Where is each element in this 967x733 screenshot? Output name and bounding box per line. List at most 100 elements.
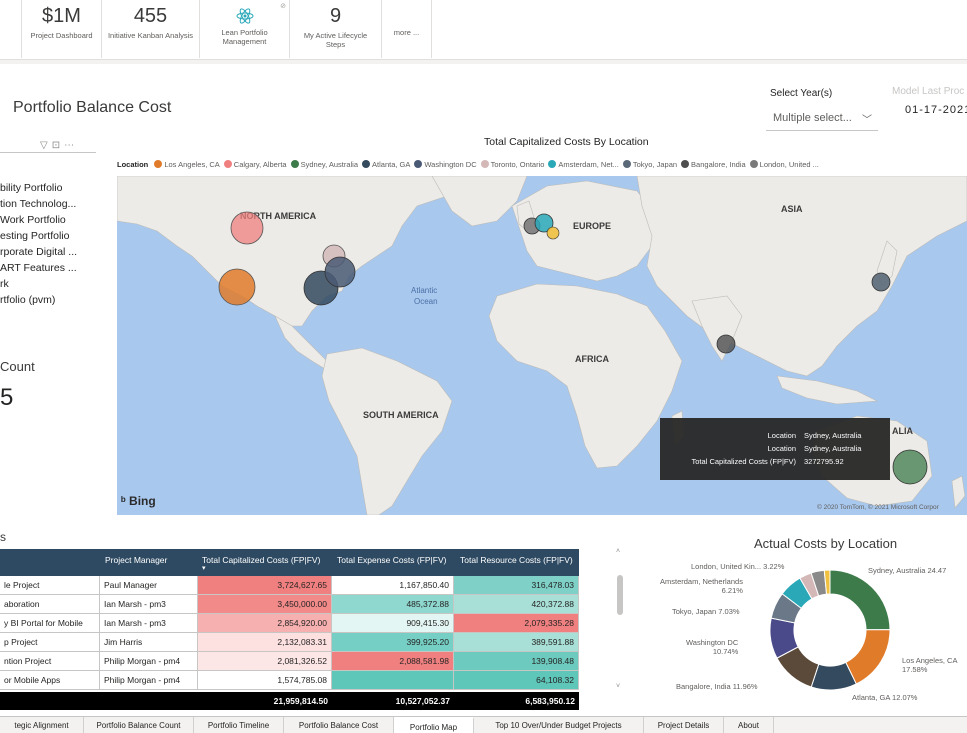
total-expense: 10,527,052.37 <box>395 696 450 706</box>
bubble-los-angeles[interactable] <box>218 268 256 306</box>
slicer-divider <box>0 152 96 153</box>
table-row[interactable]: y BI Portal for Mobile Ian Marsh - pm3 2,8… <box>0 614 579 633</box>
table-row[interactable]: aboration Ian Marsh - pm3 3,450,000.00 485,… <box>0 595 579 614</box>
legend-dot-icon <box>548 160 557 168</box>
tab-portfolio-balance-count[interactable]: Portfolio Balance Count <box>84 717 194 733</box>
tooltip-key: Total Capitalized Costs (FP|FV) <box>691 457 796 466</box>
tab-portfolio-balance-cost[interactable]: Portfolio Balance Cost <box>284 717 394 733</box>
header-expense-costs[interactable]: Total Expense Costs (FP|FV) <box>337 555 447 565</box>
table-row[interactable]: or Mobile Apps Philip Morgan - pm4 1,574,7… <box>0 671 579 690</box>
tab-about[interactable]: About <box>724 717 774 733</box>
table-row[interactable]: p Project Jim Harris 2,132,083.31 399,925.2… <box>0 633 579 652</box>
tile-value: 455 <box>133 5 168 27</box>
legend-item[interactable]: Los Angeles, CA <box>154 160 220 169</box>
bubble-washington[interactable] <box>324 256 356 288</box>
table-scroll-thumb[interactable] <box>617 575 623 615</box>
legend-dot-icon <box>414 160 423 168</box>
donut-label: Atlanta, GA 12.07% <box>852 693 918 702</box>
legend-item[interactable]: Tokyo, Japan <box>622 160 678 169</box>
slicer-item[interactable]: tion Technolog... <box>0 198 77 210</box>
header-project-manager[interactable]: Project Manager <box>105 555 168 565</box>
tiles-bar: $1M Project Dashboard 455 Initiative Kan… <box>0 0 967 60</box>
slicer-item[interactable]: rporate Digital ... <box>0 246 78 258</box>
slicer-item[interactable]: rtfolio (pvm) <box>0 294 56 306</box>
tab-tegic-alignment[interactable]: tegic Alignment <box>0 717 84 733</box>
table-scrollbar[interactable]: ˄ ˅ <box>616 548 624 691</box>
legend-item[interactable]: Amsterdam, Net... <box>548 160 619 169</box>
slicer-item[interactable]: rk <box>0 278 9 290</box>
tile-label: Project Dashboard <box>30 31 93 40</box>
tile-edge[interactable] <box>0 0 22 58</box>
focus-mode-icon[interactable]: ⊡ <box>51 140 65 151</box>
bubble-calgary[interactable] <box>230 211 264 245</box>
land-europe <box>511 180 658 282</box>
scroll-down-icon[interactable]: ˅ <box>616 683 621 690</box>
legend-label: Toronto, Ontario <box>490 160 545 169</box>
legend-item[interactable]: London, United ... <box>749 160 819 169</box>
tooltip-value: 3272795.92 <box>804 457 844 466</box>
donut-svg <box>769 569 891 691</box>
year-select[interactable]: Multiple select... ﹀ <box>766 107 878 131</box>
cell-project: or Mobile Apps <box>0 671 100 689</box>
cell-project: ntion Project <box>0 652 100 670</box>
legend-item[interactable]: Atlanta, GA <box>362 160 410 169</box>
legend-item[interactable]: Toronto, Ontario <box>480 160 545 169</box>
legend-item[interactable]: Bangalore, India <box>681 160 746 169</box>
tab-portfolio-timeline[interactable]: Portfolio Timeline <box>194 717 284 733</box>
scroll-up-icon[interactable]: ˄ <box>616 548 621 555</box>
label-north-america: NORTH AMERICA <box>240 211 317 221</box>
slicer-item[interactable]: bility Portfolio <box>0 182 63 194</box>
bubble-tokyo[interactable] <box>871 272 891 292</box>
bubble-toronto-small[interactable] <box>546 226 560 240</box>
header-resource-costs[interactable]: Total Resource Costs (FP|FV) <box>460 555 573 565</box>
legend-item[interactable]: Washington DC <box>414 160 477 169</box>
tile-label: Lean Portfolio Management <box>221 28 268 46</box>
legend-item[interactable]: Sydney, Australia <box>290 160 358 169</box>
tile-initiative-kanban[interactable]: 455 Initiative Kanban Analysis <box>102 0 200 58</box>
tooltip-key: Location <box>767 444 796 453</box>
link-icon: ⊘ <box>280 3 286 10</box>
table-totals: 21,959,814.50 10,527,052.37 6,583,950.12 <box>0 692 579 710</box>
filter-icon[interactable]: ▽ <box>40 140 52 151</box>
donut-slice[interactable] <box>829 569 891 631</box>
tab-portfolio-map[interactable]: Portfolio Map <box>394 717 474 733</box>
bubble-sydney[interactable] <box>892 449 928 485</box>
legend-dot-icon <box>749 160 758 168</box>
label-asia: ASIA <box>781 204 803 214</box>
tile-label: more ... <box>393 28 420 37</box>
tab-top-10-over-under-budget-projects[interactable]: Top 10 Over/Under Budget Projects <box>474 717 644 733</box>
donut-chart: Sydney, Australia 24.47 Los Angeles, CA 17… <box>640 556 967 706</box>
world-map[interactable]: NORTH AMERICA EUROPE ASIA AFRICA SOUTH A… <box>117 176 967 515</box>
header-capitalized-costs[interactable]: Total Capitalized Costs (FP|FV) <box>202 555 321 565</box>
table-row[interactable]: ntion Project Philip Morgan - pm4 2,081,32… <box>0 652 579 671</box>
cell-manager: Ian Marsh - pm3 <box>100 595 198 613</box>
tile-label: My Active Lifecycle Steps <box>303 31 368 49</box>
map-visual[interactable]: NORTH AMERICA EUROPE ASIA AFRICA SOUTH A… <box>117 176 967 515</box>
tile-more[interactable]: more ... <box>382 0 432 58</box>
tile-active-lifecycle[interactable]: 9 My Active Lifecycle Steps <box>290 0 382 58</box>
tiles-divider <box>0 60 967 64</box>
legend-dot-icon <box>290 160 299 168</box>
legend-label: Tokyo, Japan <box>632 160 678 169</box>
total-resource: 6,583,950.12 <box>525 696 575 706</box>
label-europe: EUROPE <box>573 221 611 231</box>
tile-lean-portfolio[interactable]: Lean Portfolio Management ⊘ <box>200 0 290 58</box>
bubble-bangalore[interactable] <box>716 334 736 354</box>
table-row[interactable]: le Project Paul Manager 3,724,627.65 1,167,… <box>0 576 579 595</box>
slicer-item[interactable]: esting Portfolio <box>0 230 70 242</box>
land-greenland <box>431 176 528 227</box>
legend-dot-icon <box>362 160 371 168</box>
donut-slice[interactable] <box>823 569 831 595</box>
chevron-down-icon: ﹀ <box>862 115 872 126</box>
atom-icon <box>236 8 253 24</box>
tab-project-details[interactable]: Project Details <box>644 717 724 733</box>
more-options-icon[interactable]: ⋯ <box>64 140 79 151</box>
bubble-amsterdam[interactable] <box>534 213 554 233</box>
legend-label: Atlanta, GA <box>372 160 411 169</box>
slicer-item[interactable]: Work Portfolio <box>0 214 66 226</box>
slicer-item[interactable]: ART Features ... <box>0 262 77 274</box>
cell-exp: 2,088,581.98 <box>332 652 454 670</box>
legend-item[interactable]: Calgary, Alberta <box>223 160 287 169</box>
tile-project-dashboard[interactable]: $1M Project Dashboard <box>22 0 102 58</box>
